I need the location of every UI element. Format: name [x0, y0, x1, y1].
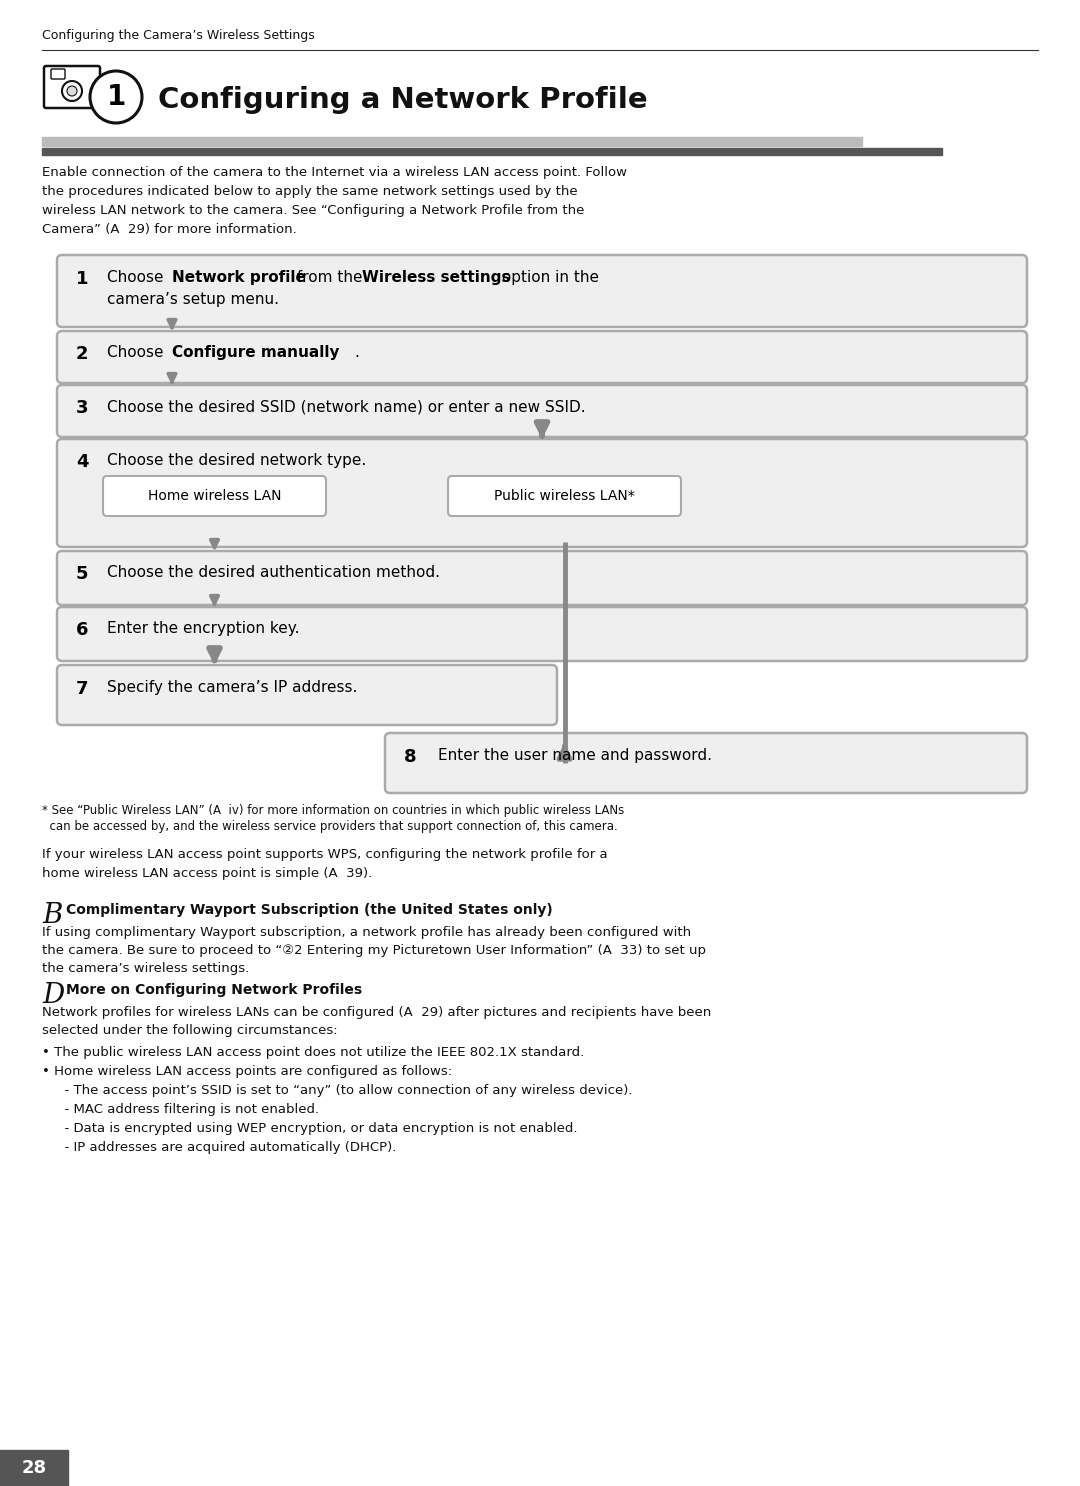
Text: * See “Public Wireless LAN” (A  iv) for more information on countries in which p: * See “Public Wireless LAN” (A iv) for m… [42, 804, 624, 817]
Text: 28: 28 [22, 1459, 46, 1477]
Text: D: D [42, 982, 64, 1009]
Text: Public wireless LAN*: Public wireless LAN* [495, 489, 635, 502]
Text: - The access point’s SSID is set to “any” (to allow connection of any wireless d: - The access point’s SSID is set to “any… [56, 1083, 633, 1097]
Text: camera’s setup menu.: camera’s setup menu. [107, 293, 279, 308]
FancyBboxPatch shape [57, 385, 1027, 437]
Text: Choose the desired SSID (network name) or enter a new SSID.: Choose the desired SSID (network name) o… [107, 400, 585, 415]
Text: 8: 8 [404, 747, 417, 765]
FancyBboxPatch shape [57, 256, 1027, 327]
Text: the camera’s wireless settings.: the camera’s wireless settings. [42, 961, 249, 975]
Text: Camera” (A  29) for more information.: Camera” (A 29) for more information. [42, 223, 297, 236]
Text: 6: 6 [76, 621, 89, 639]
FancyBboxPatch shape [51, 68, 65, 79]
Text: - Data is encrypted using WEP encryption, or data encryption is not enabled.: - Data is encrypted using WEP encryption… [56, 1122, 578, 1135]
Text: option in the: option in the [497, 270, 599, 285]
Text: • The public wireless LAN access point does not utilize the IEEE 802.1X standard: • The public wireless LAN access point d… [42, 1046, 584, 1060]
Bar [0, 1450, 68, 1486]
Text: Enter the user name and password.: Enter the user name and password. [438, 747, 712, 762]
Text: B: B [42, 902, 63, 929]
FancyBboxPatch shape [57, 331, 1027, 383]
Bar [42, 149, 942, 155]
Text: Specify the camera’s IP address.: Specify the camera’s IP address. [107, 681, 357, 695]
Text: .: . [354, 345, 359, 360]
Text: If using complimentary Wayport subscription, a network profile has already been : If using complimentary Wayport subscript… [42, 926, 691, 939]
FancyBboxPatch shape [103, 476, 326, 516]
Text: - MAC address filtering is not enabled.: - MAC address filtering is not enabled. [56, 1103, 319, 1116]
Text: More on Configuring Network Profiles: More on Configuring Network Profiles [66, 984, 362, 997]
Text: the procedures indicated below to apply the same network settings used by the: the procedures indicated below to apply … [42, 184, 578, 198]
Text: 4: 4 [76, 453, 89, 471]
Text: 5: 5 [76, 565, 89, 583]
Text: the camera. Be sure to proceed to “②2 Entering my Picturetown User Information” : the camera. Be sure to proceed to “②2 En… [42, 944, 706, 957]
Text: from the: from the [292, 270, 367, 285]
Bar [42, 137, 862, 146]
Text: Configure manually: Configure manually [172, 345, 339, 360]
Text: home wireless LAN access point is simple (A  39).: home wireless LAN access point is simple… [42, 866, 373, 880]
FancyBboxPatch shape [57, 606, 1027, 661]
Text: Choose: Choose [107, 345, 168, 360]
Text: selected under the following circumstances:: selected under the following circumstanc… [42, 1024, 338, 1037]
Text: Wireless settings: Wireless settings [362, 270, 511, 285]
Text: 1: 1 [106, 83, 125, 111]
Text: can be accessed by, and the wireless service providers that support connection o: can be accessed by, and the wireless ser… [42, 820, 618, 834]
Text: Network profile: Network profile [172, 270, 306, 285]
FancyBboxPatch shape [448, 476, 681, 516]
Text: Choose the desired network type.: Choose the desired network type. [107, 453, 366, 468]
Circle shape [62, 82, 82, 101]
FancyBboxPatch shape [57, 551, 1027, 605]
Text: - IP addresses are acquired automatically (DHCP).: - IP addresses are acquired automaticall… [56, 1141, 396, 1155]
Text: If your wireless LAN access point supports WPS, configuring the network profile : If your wireless LAN access point suppor… [42, 849, 608, 860]
Text: wireless LAN network to the camera. See “Configuring a Network Profile from the: wireless LAN network to the camera. See … [42, 204, 584, 217]
FancyBboxPatch shape [384, 733, 1027, 794]
Text: Network profiles for wireless LANs can be configured (A  29) after pictures and : Network profiles for wireless LANs can b… [42, 1006, 712, 1019]
Text: Complimentary Wayport Subscription (the United States only): Complimentary Wayport Subscription (the … [66, 903, 553, 917]
Text: Enter the encryption key.: Enter the encryption key. [107, 621, 299, 636]
Text: Home wireless LAN: Home wireless LAN [148, 489, 281, 502]
FancyBboxPatch shape [57, 438, 1027, 547]
Text: 2: 2 [76, 345, 89, 363]
Circle shape [67, 86, 77, 97]
Text: 1: 1 [76, 270, 89, 288]
Text: Configuring the Camera’s Wireless Settings: Configuring the Camera’s Wireless Settin… [42, 30, 314, 43]
Text: • Home wireless LAN access points are configured as follows:: • Home wireless LAN access points are co… [42, 1065, 453, 1077]
FancyBboxPatch shape [44, 65, 100, 108]
Text: 3: 3 [76, 400, 89, 418]
Text: Choose the desired authentication method.: Choose the desired authentication method… [107, 565, 440, 580]
Text: Configuring a Network Profile: Configuring a Network Profile [158, 86, 648, 114]
Text: Enable connection of the camera to the Internet via a wireless LAN access point.: Enable connection of the camera to the I… [42, 166, 627, 178]
Circle shape [90, 71, 141, 123]
Text: Choose: Choose [107, 270, 168, 285]
Text: 7: 7 [76, 681, 89, 698]
FancyBboxPatch shape [57, 666, 557, 725]
